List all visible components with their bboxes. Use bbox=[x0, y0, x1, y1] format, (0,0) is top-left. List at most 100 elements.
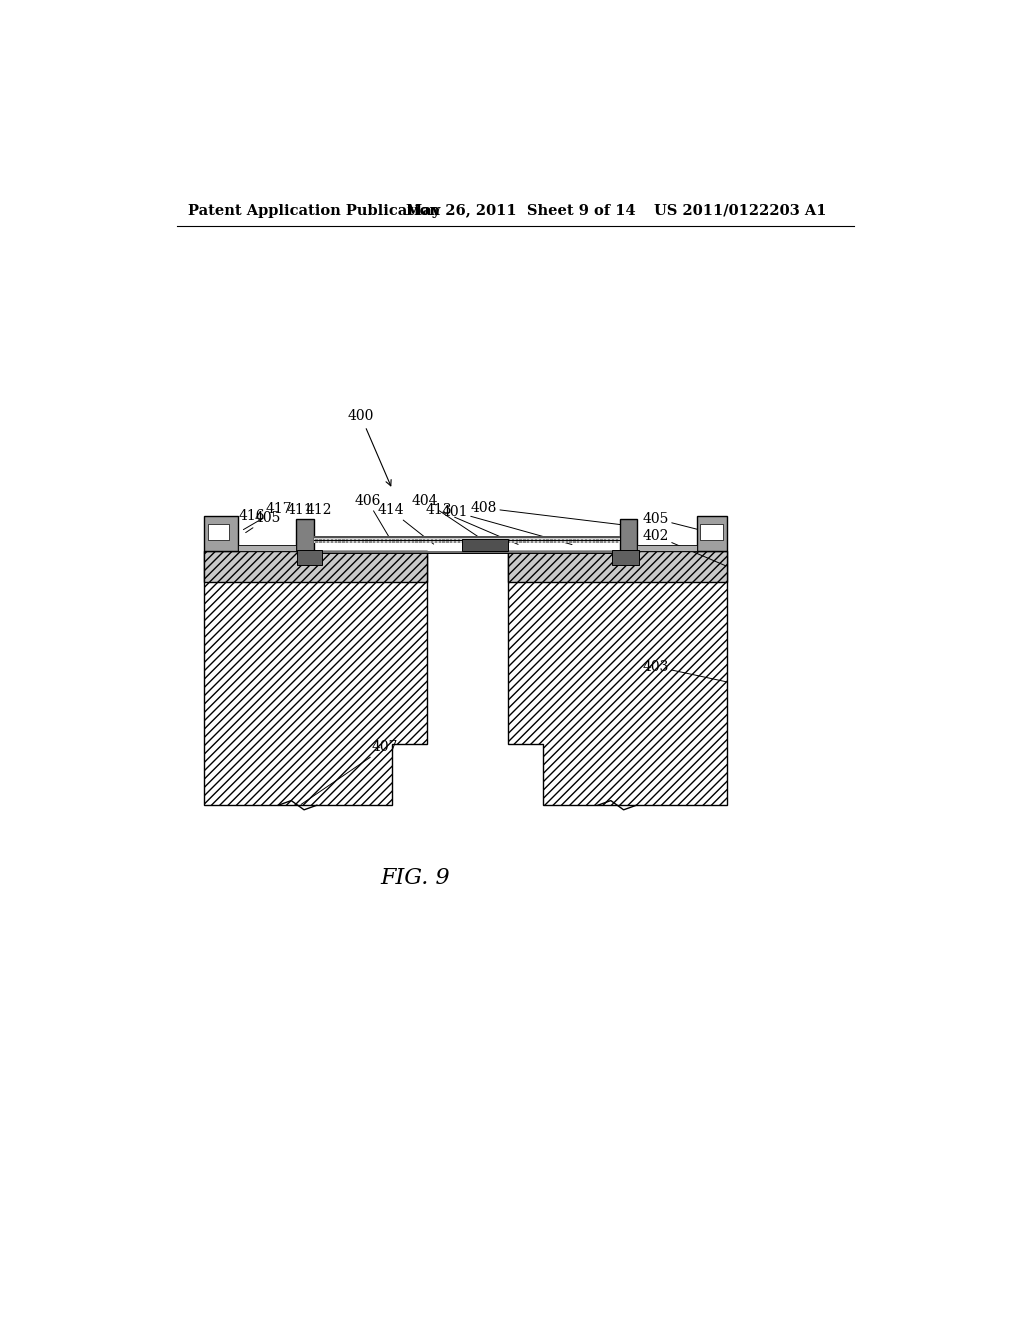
Polygon shape bbox=[204, 552, 427, 582]
Text: FIG. 9: FIG. 9 bbox=[381, 867, 451, 890]
Bar bbox=[323, 539, 326, 543]
Bar bbox=[481, 539, 483, 543]
Bar bbox=[346, 539, 348, 543]
Bar bbox=[593, 539, 595, 543]
Bar bbox=[466, 539, 468, 543]
Bar bbox=[604, 539, 606, 543]
Bar bbox=[431, 539, 433, 543]
Text: US 2011/0122203 A1: US 2011/0122203 A1 bbox=[654, 203, 826, 218]
Text: 412: 412 bbox=[305, 503, 332, 520]
Bar bbox=[615, 539, 617, 543]
Bar bbox=[469, 539, 472, 543]
Text: 405: 405 bbox=[643, 512, 712, 533]
Bar bbox=[512, 539, 514, 543]
Bar bbox=[446, 539, 449, 543]
Bar bbox=[296, 519, 313, 552]
Bar bbox=[339, 539, 341, 543]
Bar bbox=[585, 539, 587, 543]
Bar bbox=[462, 539, 464, 543]
Bar bbox=[523, 539, 525, 543]
Bar bbox=[569, 539, 571, 543]
Bar bbox=[239, 545, 296, 552]
Bar bbox=[297, 549, 322, 565]
Text: 401: 401 bbox=[441, 504, 572, 545]
Bar bbox=[477, 539, 479, 543]
Bar bbox=[558, 539, 560, 543]
Bar bbox=[508, 539, 510, 543]
Text: 403: 403 bbox=[643, 660, 726, 681]
Text: 400: 400 bbox=[348, 409, 391, 486]
Bar bbox=[408, 539, 410, 543]
Bar bbox=[313, 539, 620, 543]
Polygon shape bbox=[508, 552, 727, 805]
Bar bbox=[451, 539, 453, 543]
Bar bbox=[366, 539, 368, 543]
Bar bbox=[335, 539, 337, 543]
Bar bbox=[313, 552, 620, 553]
Bar bbox=[385, 539, 387, 543]
Bar bbox=[438, 539, 441, 543]
Bar bbox=[527, 539, 529, 543]
Bar bbox=[550, 539, 553, 543]
Bar bbox=[531, 539, 534, 543]
Bar bbox=[554, 539, 556, 543]
Bar bbox=[608, 539, 610, 543]
Polygon shape bbox=[204, 552, 427, 805]
Bar bbox=[488, 539, 490, 543]
Bar bbox=[377, 539, 379, 543]
Bar bbox=[354, 539, 356, 543]
Bar bbox=[454, 539, 457, 543]
Bar bbox=[500, 539, 503, 543]
Polygon shape bbox=[204, 516, 239, 552]
Text: 407: 407 bbox=[301, 741, 398, 804]
Text: Patent Application Publication: Patent Application Publication bbox=[188, 203, 440, 218]
Bar bbox=[620, 519, 637, 552]
Bar bbox=[350, 539, 352, 543]
Bar bbox=[637, 545, 696, 552]
Bar bbox=[396, 539, 398, 543]
Text: May 26, 2011  Sheet 9 of 14: May 26, 2011 Sheet 9 of 14 bbox=[407, 203, 636, 218]
Bar bbox=[313, 536, 620, 540]
Bar bbox=[403, 539, 407, 543]
Bar bbox=[573, 539, 575, 543]
Bar bbox=[462, 539, 508, 552]
Bar bbox=[504, 539, 506, 543]
Bar bbox=[392, 539, 394, 543]
Bar bbox=[611, 539, 614, 543]
Bar bbox=[581, 539, 584, 543]
Bar bbox=[327, 539, 330, 543]
Bar bbox=[381, 539, 383, 543]
Bar bbox=[562, 539, 564, 543]
Bar bbox=[427, 539, 429, 543]
Bar bbox=[357, 539, 360, 543]
Bar bbox=[497, 539, 499, 543]
Text: 417: 417 bbox=[244, 502, 293, 529]
Bar bbox=[331, 539, 333, 543]
Text: 416: 416 bbox=[215, 508, 265, 529]
Bar bbox=[361, 539, 364, 543]
Text: 414: 414 bbox=[378, 503, 433, 544]
Bar bbox=[565, 539, 568, 543]
Text: 411: 411 bbox=[287, 503, 313, 523]
Text: 406: 406 bbox=[354, 494, 391, 541]
Bar bbox=[412, 539, 414, 543]
Bar bbox=[435, 539, 437, 543]
Bar bbox=[342, 539, 345, 543]
Bar bbox=[319, 539, 322, 543]
Bar bbox=[416, 539, 418, 543]
Bar bbox=[458, 539, 460, 543]
Bar bbox=[419, 539, 422, 543]
Bar bbox=[473, 539, 475, 543]
Bar bbox=[535, 539, 538, 543]
Bar bbox=[578, 539, 580, 543]
Polygon shape bbox=[508, 552, 727, 582]
Bar bbox=[589, 539, 591, 543]
Bar bbox=[596, 539, 599, 543]
Bar bbox=[315, 539, 317, 543]
Bar bbox=[208, 524, 229, 540]
Bar bbox=[547, 539, 549, 543]
Bar bbox=[611, 549, 639, 565]
Text: 404: 404 bbox=[412, 494, 483, 540]
Text: 402: 402 bbox=[643, 529, 726, 566]
Bar bbox=[388, 539, 391, 543]
